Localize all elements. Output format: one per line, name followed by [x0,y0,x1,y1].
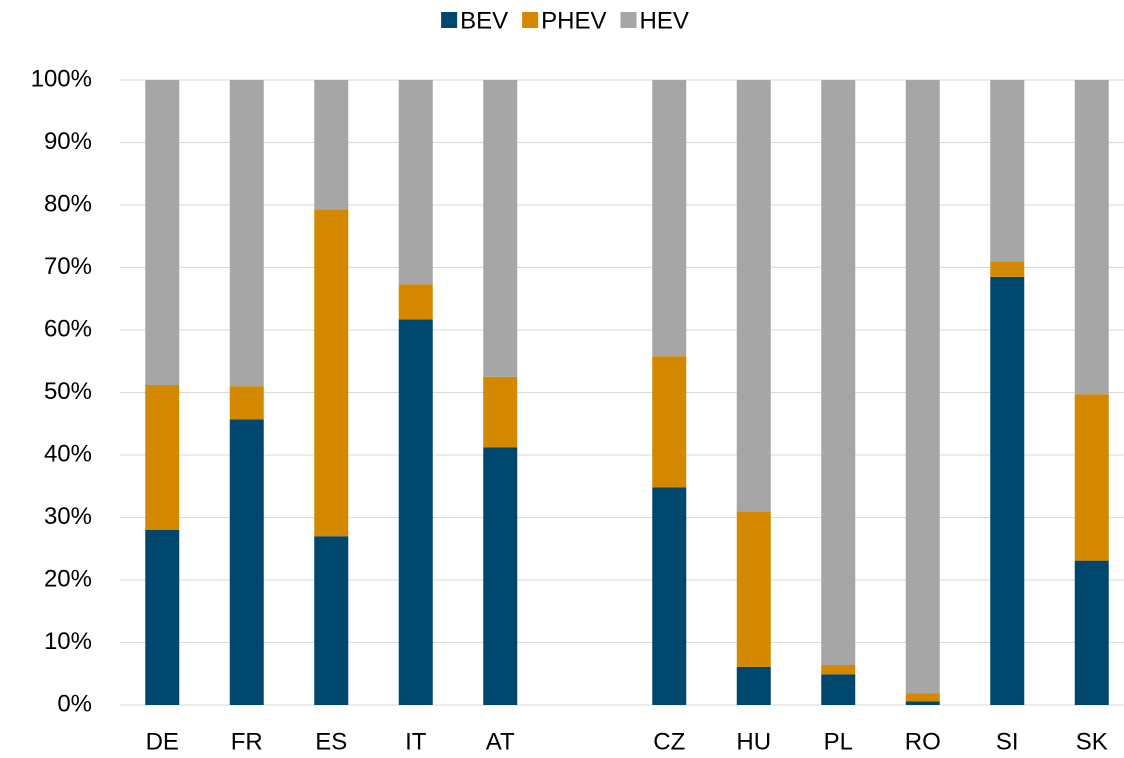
y-tick-label: 80% [44,190,92,217]
bar-segment [1074,80,1109,395]
bar-segment [398,284,433,320]
bar-segment [145,385,180,530]
bar-segment [314,80,349,210]
bar-segment [145,530,180,705]
y-tick-label: 60% [44,315,92,342]
bar-segment [314,536,349,705]
y-tick-label: 40% [44,440,92,467]
bar-segment [483,447,518,705]
bar-segment [821,665,856,675]
bar-segment [229,419,264,705]
bar-segment [483,376,518,448]
bar-segment [652,356,687,488]
x-tick-label: ES [315,728,347,755]
legend: BEV PHEV HEV [441,7,689,34]
bar-segment [821,674,856,705]
legend-label: PHEV [541,7,606,34]
y-tick-label: 90% [44,128,92,155]
y-tick-label: 30% [44,503,92,530]
bar-segment [821,80,856,665]
bar-segment [905,80,940,694]
x-tick-label: RO [905,728,941,755]
bar-segment [229,80,264,387]
bar-segment [652,80,687,357]
x-tick-label: DE [146,728,179,755]
y-tick-label: 10% [44,628,92,655]
bar-segment [1074,394,1109,561]
y-tick-label: 50% [44,378,92,405]
bar-segment [398,319,433,705]
x-tick-label: AT [486,728,515,755]
bar-segment [990,261,1025,277]
bar-segment [1074,560,1109,705]
x-tick-label: FR [231,728,263,755]
bar-segment [905,693,940,702]
y-tick-label: 20% [44,565,92,592]
x-tick-label: HU [736,728,771,755]
legend-label: HEV [640,7,689,34]
legend-swatch [620,12,637,28]
legend-label: BEV [460,7,508,34]
bar-segment [990,80,1025,262]
bar-segment [990,276,1025,705]
bar-segment [483,80,518,377]
bar-segment [905,701,940,705]
bar-segment [736,511,771,667]
bar-segment [652,487,687,705]
bar-segment [736,80,771,512]
bar-segment [398,80,433,285]
bar-segment [229,386,264,420]
legend-swatch [441,12,458,28]
x-tick-label: PL [824,728,853,755]
bar-segment [145,80,180,385]
legend-swatch [522,12,539,28]
y-tick-label: 70% [44,253,92,280]
bar-segment [736,666,771,705]
x-tick-label: SK [1076,728,1108,755]
x-tick-label: SI [996,728,1019,755]
x-tick-label: CZ [653,728,685,755]
y-tick-label: 100% [31,65,92,92]
y-tick-label: 0% [57,690,92,717]
bar-segment [314,209,349,537]
x-tick-label: IT [405,728,427,755]
